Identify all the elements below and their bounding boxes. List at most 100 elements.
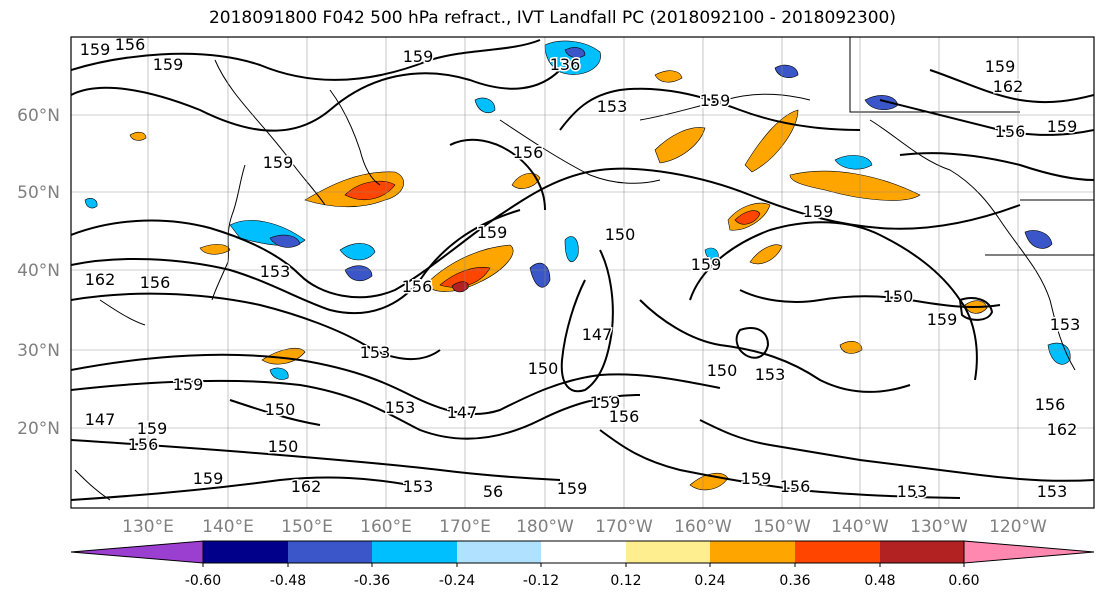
contour-label: 162 xyxy=(85,270,116,289)
longitude-label: 160°E xyxy=(360,517,412,537)
map-frame xyxy=(70,36,1095,509)
contour-label: 150 xyxy=(265,400,296,419)
contour-line xyxy=(71,439,561,481)
contour-label: 159 xyxy=(803,202,834,221)
contour-line xyxy=(599,429,961,499)
contour-line xyxy=(71,476,411,501)
contour-label: 153 xyxy=(597,97,628,116)
colorbar-tick-label: 0.12 xyxy=(610,573,641,589)
positive-anomaly xyxy=(451,281,469,293)
longitude-label: 160°W xyxy=(674,517,732,537)
latitude-labels: 60°N 50°N 40°N 30°N 20°N xyxy=(17,106,60,439)
contour-label: 150 xyxy=(605,225,636,244)
contour-label: 150 xyxy=(528,359,559,378)
colorbar-tick-label: -0.36 xyxy=(354,573,390,589)
contour-label: 159 xyxy=(691,255,722,274)
longitude-label: 140°W xyxy=(831,517,889,537)
contour-line xyxy=(879,99,1094,136)
longitude-label: 170°E xyxy=(439,517,491,537)
contour-label: 156 xyxy=(513,143,544,162)
contour-label: 153 xyxy=(403,477,434,496)
pc-shading xyxy=(84,40,1071,491)
latitude-label: 50°N xyxy=(17,183,60,203)
coastline xyxy=(999,219,1076,371)
contour-label: 156 xyxy=(128,435,159,454)
coastline xyxy=(329,89,381,186)
latitude-label: 40°N xyxy=(17,261,60,281)
positive-anomaly xyxy=(199,244,231,255)
contour-label: 159 xyxy=(927,310,958,329)
latitude-label: 60°N xyxy=(17,106,60,126)
colorbar-extend-min xyxy=(70,540,204,564)
contour-label: 159 xyxy=(403,47,434,66)
contour-label: 156 xyxy=(402,277,433,296)
negative-anomaly xyxy=(704,247,719,260)
contour-label: 159 xyxy=(477,223,508,242)
negative-anomaly xyxy=(269,367,289,380)
contour-label: 159 xyxy=(557,479,588,498)
contour-label: 56 xyxy=(483,482,503,501)
contour-line xyxy=(689,221,978,381)
contour-label: 153 xyxy=(260,262,291,281)
colorbar-bin xyxy=(288,541,372,563)
contour-line xyxy=(71,353,721,416)
contour-label: 159 xyxy=(1047,117,1078,136)
longitude-label: 150°W xyxy=(753,517,811,537)
latitude-label: 30°N xyxy=(17,341,60,361)
contour-label: 156 xyxy=(780,477,811,496)
longitude-label: 180°W xyxy=(516,517,574,537)
contour-label: 153 xyxy=(360,343,391,362)
longitude-label: 170°W xyxy=(595,517,653,537)
contour-label: 156 xyxy=(995,122,1026,141)
contour-label: 153 xyxy=(755,365,786,384)
contour-label: 150 xyxy=(268,437,299,456)
contour-line xyxy=(699,419,1094,482)
positive-anomaly xyxy=(344,180,396,200)
contour-line xyxy=(229,399,321,426)
contour-line xyxy=(735,327,770,359)
negative-anomaly xyxy=(84,198,98,209)
contour-line xyxy=(71,209,521,315)
map-title: 2018091800 F042 500 hPa refract., IVT La… xyxy=(208,8,896,28)
contour-label: 159 xyxy=(80,40,111,59)
contour-line xyxy=(560,249,614,393)
contour-label: 153 xyxy=(1037,482,1068,501)
colorbar-bin xyxy=(541,541,626,563)
longitude-label: 130°E xyxy=(122,517,174,537)
contour-label: 162 xyxy=(993,77,1024,96)
coastline xyxy=(849,37,1020,113)
contour-label: 159 xyxy=(590,393,621,412)
negative-anomaly xyxy=(339,243,376,261)
contour-label: 159 xyxy=(173,375,204,394)
contour-line xyxy=(71,69,561,132)
contour-line xyxy=(899,152,1094,181)
colorbar-tick-label: 0.36 xyxy=(779,573,810,589)
contour-label: 153 xyxy=(897,482,928,501)
colorbar-bin xyxy=(203,541,288,563)
contour-label: 147 xyxy=(447,403,478,422)
colorbar-bin xyxy=(880,541,964,563)
negative-anomaly xyxy=(269,234,301,248)
colorbar-tick-label: -0.48 xyxy=(270,573,306,589)
coastlines xyxy=(74,37,1094,501)
negative-anomaly xyxy=(1024,230,1053,249)
colorbar-tick-label: 0.24 xyxy=(694,573,725,589)
contour-label: 156 xyxy=(609,407,640,426)
colorbar-bin xyxy=(626,541,710,563)
colorbar-bin xyxy=(710,541,795,563)
positive-anomaly xyxy=(654,70,683,83)
contour-line xyxy=(449,138,546,211)
contour-line xyxy=(639,299,911,393)
contour-label: 159 xyxy=(700,91,731,110)
colorbar-tick-label: 0.60 xyxy=(948,573,979,589)
contour-label: 159 xyxy=(193,469,224,488)
contour-line xyxy=(71,379,641,440)
contour-label: 159 xyxy=(741,469,772,488)
contour-line xyxy=(739,289,1001,309)
contour-label: 136 xyxy=(550,55,581,74)
colorbar-extend-max xyxy=(963,540,1095,564)
contour-label: 147 xyxy=(85,410,116,429)
contour-label: 162 xyxy=(291,477,322,496)
colorbar-tick-label: 0.48 xyxy=(864,573,895,589)
